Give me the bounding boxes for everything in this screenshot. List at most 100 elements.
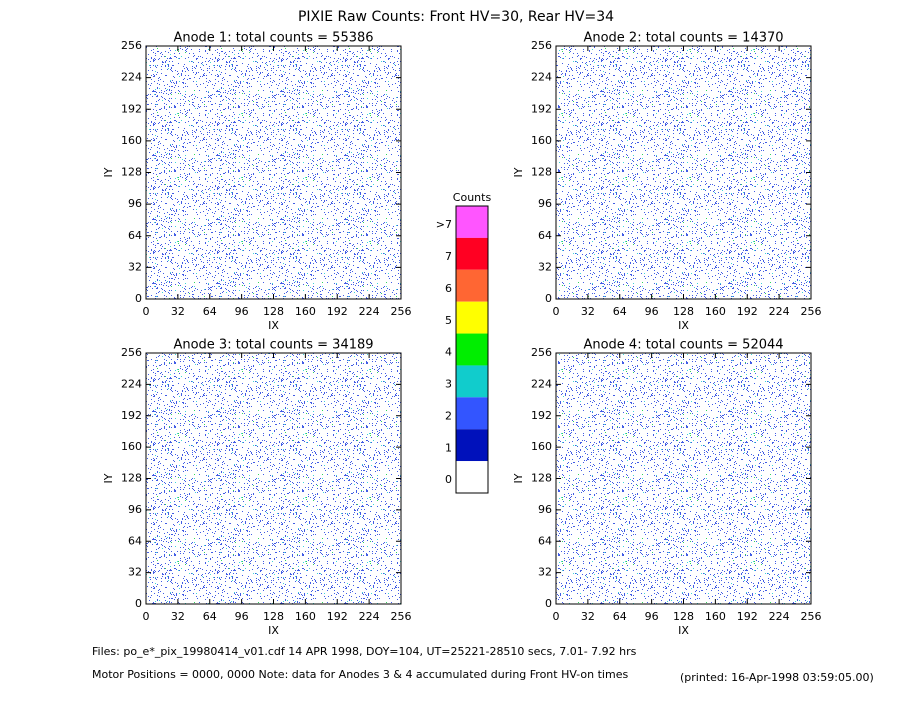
colorbar-swatch <box>456 269 488 302</box>
x-tick-label: 224 <box>359 305 380 318</box>
x-tick-label: 160 <box>705 610 726 623</box>
colorbar-label: 7 <box>445 250 452 263</box>
colorbar-label: 1 <box>445 441 452 454</box>
colorbar-swatch <box>456 333 488 366</box>
colorbar-label: 3 <box>445 378 452 391</box>
colorbar-swatch <box>456 397 488 430</box>
x-tick-label: 256 <box>391 305 412 318</box>
y-axis-label: IY <box>512 473 525 483</box>
y-tick-label: 224 <box>121 71 142 84</box>
x-tick-label: 192 <box>327 305 348 318</box>
y-tick-label: 96 <box>128 197 142 210</box>
x-axis-label: IX <box>268 624 279 637</box>
x-tick-label: 128 <box>263 610 284 623</box>
x-tick-label: 224 <box>359 610 380 623</box>
x-tick-label: 96 <box>645 610 659 623</box>
y-tick-label: 256 <box>531 39 552 52</box>
y-tick-label: 32 <box>538 566 552 579</box>
x-tick-label: 0 <box>553 610 560 623</box>
y-tick-label: 128 <box>121 166 142 179</box>
x-tick-label: 128 <box>263 305 284 318</box>
colorbar-label: 4 <box>445 346 452 359</box>
y-tick-label: 160 <box>531 440 552 453</box>
colorbar-swatch <box>456 365 488 398</box>
y-tick-label: 224 <box>531 71 552 84</box>
colorbar-label: 6 <box>445 282 452 295</box>
y-tick-label: 96 <box>538 197 552 210</box>
x-tick-label: 160 <box>295 610 316 623</box>
colorbar-swatch <box>456 301 488 334</box>
x-tick-label: 256 <box>801 305 822 318</box>
plot-texture <box>556 46 811 299</box>
x-tick-label: 96 <box>235 610 249 623</box>
x-tick-label: 32 <box>581 610 595 623</box>
y-tick-label: 64 <box>538 534 552 547</box>
plot-texture <box>146 353 401 604</box>
x-tick-label: 256 <box>801 610 822 623</box>
colorbar-swatch <box>456 206 488 238</box>
y-tick-label: 128 <box>531 166 552 179</box>
footer-motor: Motor Positions = 0000, 0000 Note: data … <box>92 668 628 681</box>
x-tick-label: 64 <box>613 305 627 318</box>
colorbar-swatch <box>456 429 488 462</box>
y-tick-label: 96 <box>538 503 552 516</box>
y-tick-label: 192 <box>531 409 552 422</box>
x-axis-label: IX <box>678 319 689 332</box>
x-tick-label: 96 <box>645 305 659 318</box>
x-tick-label: 64 <box>613 610 627 623</box>
panel-title: Anode 3: total counts = 34189 <box>173 338 373 353</box>
x-tick-label: 128 <box>673 305 694 318</box>
x-tick-label: 128 <box>673 610 694 623</box>
colorbar-title: Counts <box>453 191 492 204</box>
x-tick-label: 0 <box>143 305 150 318</box>
x-tick-label: 32 <box>581 305 595 318</box>
y-axis-label: IY <box>102 167 115 177</box>
y-tick-label: 96 <box>128 503 142 516</box>
panel-title: Anode 2: total counts = 14370 <box>583 31 783 46</box>
y-axis-label: IY <box>512 167 525 177</box>
colorbar-swatch <box>456 237 488 270</box>
plot-texture <box>556 353 811 604</box>
panel-title: Anode 1: total counts = 55386 <box>173 31 373 46</box>
colorbar-label: 5 <box>445 314 452 327</box>
y-tick-label: 160 <box>531 134 552 147</box>
colorbar-label: 0 <box>445 473 452 486</box>
colorbar-label: >7 <box>436 218 452 231</box>
y-tick-label: 64 <box>538 229 552 242</box>
colorbar-label: 2 <box>445 409 452 422</box>
x-tick-label: 0 <box>553 305 560 318</box>
x-axis-label: IX <box>268 319 279 332</box>
x-tick-label: 0 <box>143 610 150 623</box>
y-tick-label: 256 <box>121 346 142 359</box>
y-tick-label: 32 <box>128 260 142 273</box>
y-tick-label: 256 <box>121 39 142 52</box>
x-tick-label: 256 <box>391 610 412 623</box>
y-tick-label: 224 <box>121 377 142 390</box>
x-tick-label: 32 <box>171 610 185 623</box>
y-tick-label: 64 <box>128 534 142 547</box>
y-tick-label: 64 <box>128 229 142 242</box>
footer-printed: (printed: 16-Apr-1998 03:59:05.00) <box>680 671 874 684</box>
x-axis-label: IX <box>678 624 689 637</box>
y-tick-label: 192 <box>121 102 142 115</box>
y-tick-label: 0 <box>135 597 142 610</box>
footer-files: Files: po_e*_pix_19980414_v01.cdf 14 APR… <box>92 645 637 658</box>
y-tick-label: 160 <box>121 440 142 453</box>
y-axis-label: IY <box>102 473 115 483</box>
plot-texture <box>146 46 401 299</box>
y-tick-label: 160 <box>121 134 142 147</box>
x-tick-label: 192 <box>737 305 758 318</box>
colorbar-frame <box>455 205 489 494</box>
y-tick-label: 256 <box>531 346 552 359</box>
x-tick-label: 160 <box>705 305 726 318</box>
x-tick-label: 160 <box>295 305 316 318</box>
y-tick-label: 0 <box>545 597 552 610</box>
y-tick-label: 128 <box>531 472 552 485</box>
y-tick-label: 0 <box>545 292 552 305</box>
y-tick-label: 192 <box>531 102 552 115</box>
x-tick-label: 96 <box>235 305 249 318</box>
x-tick-label: 64 <box>203 305 217 318</box>
x-tick-label: 192 <box>327 610 348 623</box>
colorbar-swatch <box>456 461 488 493</box>
x-tick-label: 224 <box>769 610 790 623</box>
